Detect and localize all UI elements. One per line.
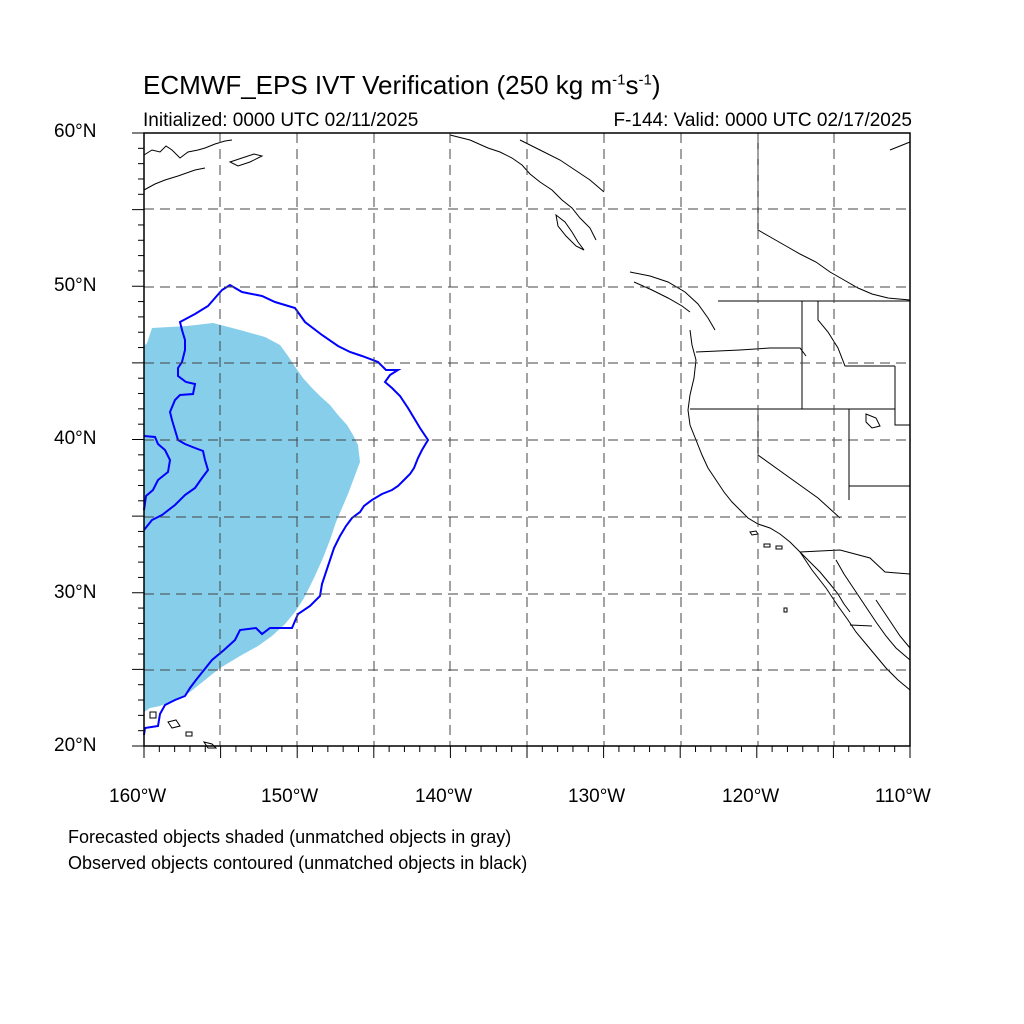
forecast-ivt-object [144,323,360,712]
map-title: ECMWF_EPS IVT Verification (250 kg m-1s-… [143,70,661,100]
lat-label-50n: 50°N [54,275,97,296]
observed-ivt-contour [143,283,430,736]
lon-label-140w: 140°W [415,786,473,807]
lat-label-30n: 30°N [54,582,97,603]
lat-label-40n: 40°N [54,428,97,449]
lat-label-20n: 20°N [54,735,97,756]
observed-ivt-contour-west [143,435,172,511]
init-time-label: Initialized: 0000 UTC 02/11/2025 [143,110,419,131]
lon-label-130w: 130°W [568,786,626,807]
lon-label-150w: 150°W [261,786,319,807]
lon-label-120w: 120°W [722,786,780,807]
graticule [144,133,910,746]
axis-ticks [132,132,911,758]
legend-forecast-text: Forecasted objects shaded (unmatched obj… [68,827,512,847]
valid-time-label: F-144: Valid: 0000 UTC 02/17/2025 [613,110,912,131]
legend-observed-text: Observed objects contoured (unmatched ob… [68,853,528,873]
lon-label-160w: 160°W [109,786,167,807]
lon-label-110w: 110°W [875,786,931,807]
lat-label-60n: 60°N [54,121,97,142]
